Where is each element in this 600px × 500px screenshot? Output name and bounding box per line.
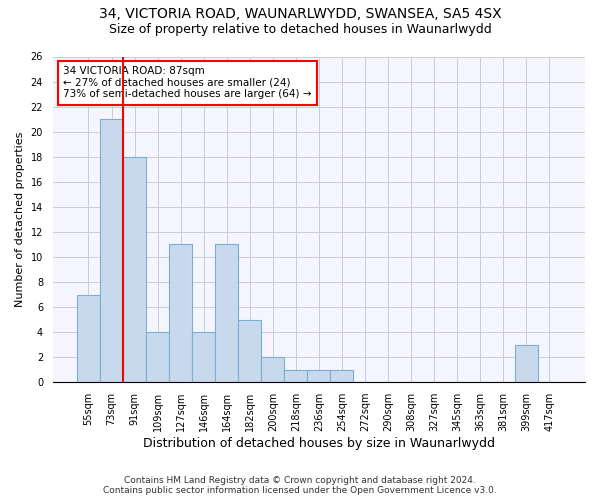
Text: Contains HM Land Registry data © Crown copyright and database right 2024.
Contai: Contains HM Land Registry data © Crown c… <box>103 476 497 495</box>
Bar <box>307 370 331 382</box>
Bar <box>123 156 146 382</box>
Bar <box>238 320 261 382</box>
X-axis label: Distribution of detached houses by size in Waunarlwydd: Distribution of detached houses by size … <box>143 437 495 450</box>
Bar <box>100 119 123 382</box>
Bar <box>331 370 353 382</box>
Bar <box>515 344 538 382</box>
Bar <box>192 332 215 382</box>
Y-axis label: Number of detached properties: Number of detached properties <box>15 132 25 307</box>
Bar <box>284 370 307 382</box>
Bar <box>169 244 192 382</box>
Bar <box>261 357 284 382</box>
Bar <box>77 294 100 382</box>
Text: 34 VICTORIA ROAD: 87sqm
← 27% of detached houses are smaller (24)
73% of semi-de: 34 VICTORIA ROAD: 87sqm ← 27% of detache… <box>64 66 312 100</box>
Text: Size of property relative to detached houses in Waunarlwydd: Size of property relative to detached ho… <box>109 22 491 36</box>
Text: 34, VICTORIA ROAD, WAUNARLWYDD, SWANSEA, SA5 4SX: 34, VICTORIA ROAD, WAUNARLWYDD, SWANSEA,… <box>98 8 502 22</box>
Bar <box>215 244 238 382</box>
Bar <box>146 332 169 382</box>
